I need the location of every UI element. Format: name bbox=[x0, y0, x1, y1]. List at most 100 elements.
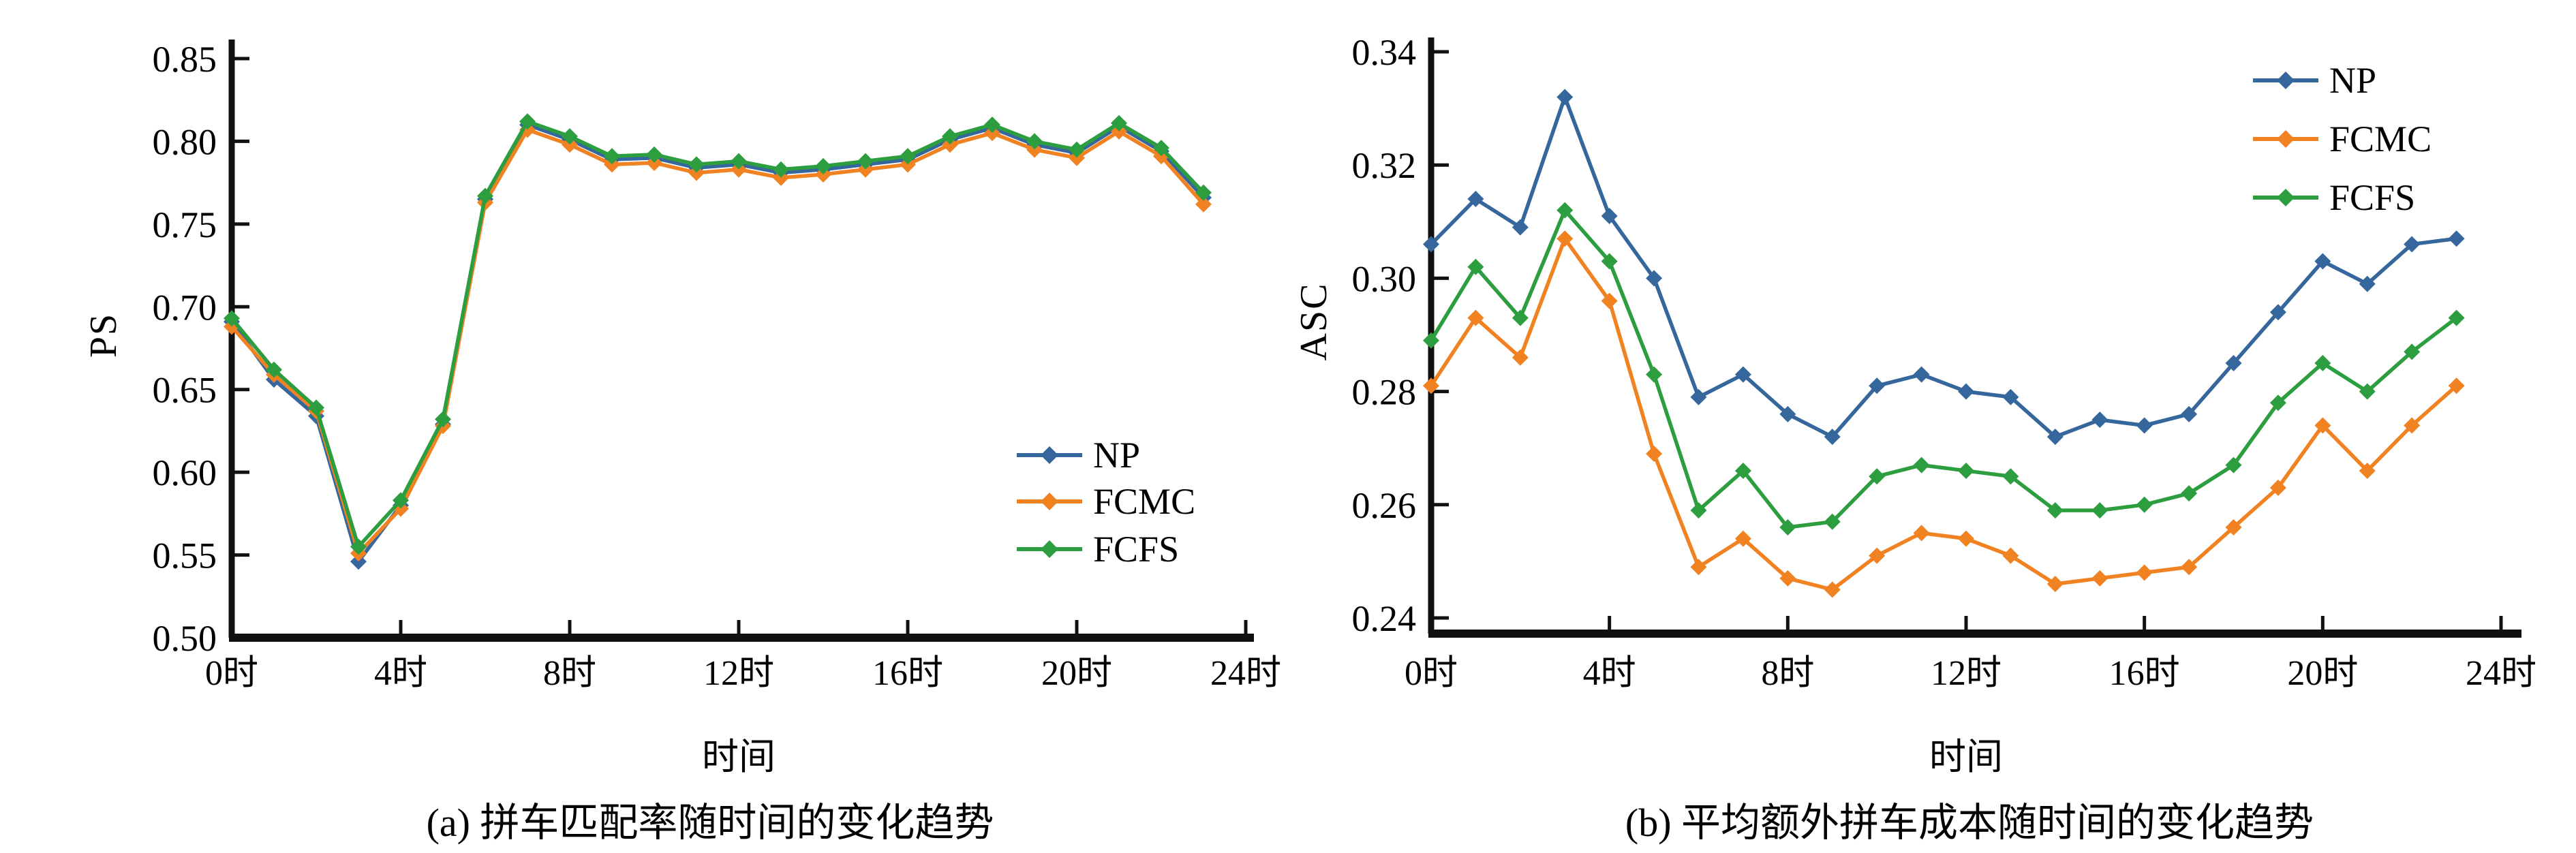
series-FCFS-marker bbox=[2181, 485, 2198, 502]
series-FCMC-marker bbox=[942, 136, 958, 153]
series-NP-marker bbox=[1958, 383, 1974, 400]
series-FCFS-marker bbox=[984, 117, 1000, 134]
x-tick-label: 0时 bbox=[1405, 654, 1458, 693]
x-tick-label: 24时 bbox=[1210, 654, 1281, 693]
legend-NP-marker bbox=[1041, 446, 1058, 464]
series-FCMC-markers bbox=[1423, 230, 2465, 598]
series-FCFS-marker bbox=[1690, 502, 1707, 519]
series-FCFS-marker bbox=[224, 310, 240, 327]
legend-FCFS-marker bbox=[2277, 189, 2295, 206]
series-FCFS-marker bbox=[2404, 343, 2421, 360]
series-FCMC-marker bbox=[1512, 349, 1529, 366]
series-NP-marker bbox=[2269, 304, 2286, 321]
series-NP-line bbox=[230, 123, 1206, 564]
series-NP-marker bbox=[1690, 388, 1707, 405]
series-FCMC-marker bbox=[2404, 417, 2421, 434]
series-FCMC-marker bbox=[1557, 230, 1574, 247]
x-tick-label: 20时 bbox=[2287, 654, 2358, 693]
series-NP-marker bbox=[350, 553, 367, 570]
series-FCFS-marker bbox=[1111, 114, 1127, 131]
series-FCFS-marker bbox=[2002, 468, 2019, 485]
legend-FCMC-marker bbox=[1041, 493, 1058, 510]
series-FCMC-marker bbox=[1069, 149, 1085, 166]
legend-NP-marker bbox=[2277, 72, 2295, 89]
series-FCFS-marker bbox=[477, 187, 493, 204]
series-NP-marker bbox=[1646, 270, 1663, 287]
legend-b: NP FCMC FCFS bbox=[2253, 60, 2432, 218]
y-tick-label: 0.30 bbox=[1352, 258, 1417, 299]
y-axis-title-b: ASC bbox=[1293, 282, 1335, 361]
series-FCFS-marker bbox=[1734, 462, 1751, 479]
series-FCMC-marker bbox=[1779, 570, 1796, 587]
series-FCMC-marker bbox=[1026, 141, 1043, 158]
series-NP-marker bbox=[1601, 207, 1618, 224]
y-tick-label: 0.26 bbox=[1352, 485, 1417, 526]
series-FCMC-marker bbox=[604, 156, 620, 173]
series-FCMC-marker bbox=[2359, 462, 2376, 479]
series-NP-marker bbox=[2314, 253, 2331, 270]
series-NP-marker bbox=[2136, 417, 2153, 434]
series-FCMC-line bbox=[1429, 236, 2458, 592]
series-NP-marker bbox=[1467, 191, 1484, 208]
y-axis-title-a: PS bbox=[82, 312, 125, 358]
series-FCMC-marker bbox=[1467, 309, 1484, 326]
series-NP-marker bbox=[2091, 412, 2109, 429]
series-NP-marker bbox=[2225, 355, 2242, 372]
series-FCFS-marker bbox=[2091, 502, 2109, 519]
legend-item-FCFS: FCFS bbox=[2253, 177, 2415, 218]
series-FCFS-marker bbox=[2359, 383, 2376, 400]
x-tick-label: 4时 bbox=[1583, 654, 1636, 693]
series-FCFS-marker bbox=[900, 148, 916, 165]
series-NP-marker bbox=[1824, 429, 1841, 446]
y-tick-label: 0.50 bbox=[153, 618, 217, 659]
series-FCFS-marker bbox=[519, 113, 536, 130]
series-FCFS-marker bbox=[1467, 258, 1484, 275]
series-NP-line bbox=[1430, 95, 2457, 439]
series-NP-marker bbox=[1913, 366, 1930, 383]
y-tick-label: 0.55 bbox=[153, 536, 217, 576]
series-FCFS-markers bbox=[1423, 202, 2465, 536]
x-axis-title-a: 时间 bbox=[702, 736, 776, 777]
series-FCFS-marker bbox=[1779, 519, 1796, 536]
series-FCMC-marker bbox=[2448, 377, 2465, 394]
series-FCMC-marker bbox=[1913, 525, 1930, 542]
series-FCMC-marker bbox=[1601, 292, 1618, 309]
legend-item-NP: NP bbox=[1017, 435, 1140, 476]
x-tick-label: 20时 bbox=[1041, 654, 1112, 693]
series-FCFS-marker bbox=[1958, 462, 1974, 479]
series-FCMC-marker bbox=[1869, 547, 1886, 564]
series-FCFS-marker bbox=[2448, 309, 2465, 326]
series-FCFS-marker bbox=[688, 156, 705, 173]
x-tick-label: 12时 bbox=[1931, 654, 2002, 693]
series-NP-marker bbox=[1512, 219, 1529, 236]
series-FCMC-marker bbox=[646, 155, 662, 171]
series-FCFS-marker bbox=[1069, 141, 1085, 158]
caption-a: (a) 拼车匹配率随时间的变化趋势 bbox=[426, 801, 994, 845]
x-tick-label: 8时 bbox=[1761, 654, 1814, 693]
series-FCFS-line bbox=[230, 119, 1205, 549]
y-tick-label: 0.70 bbox=[153, 287, 217, 328]
series-FCMC-marker bbox=[2181, 559, 2198, 576]
series-FCFS-marker bbox=[646, 146, 662, 163]
series-FCMC-markers bbox=[224, 121, 1212, 562]
legend-FCFS-marker bbox=[1041, 540, 1058, 558]
series-FCMC-marker bbox=[2002, 547, 2019, 564]
series-FCFS-line bbox=[1429, 208, 2458, 529]
series-FCMC-marker bbox=[900, 156, 916, 173]
series-FCFS-marker bbox=[1153, 140, 1169, 157]
series-NP-marker bbox=[2404, 236, 2421, 253]
y-tick-label: 0.85 bbox=[153, 39, 217, 80]
series-FCFS-marker bbox=[604, 148, 620, 165]
legend-FCMC-label: FCMC bbox=[2329, 119, 2432, 159]
series-FCFS-marker bbox=[1195, 184, 1212, 201]
series-FCFS-marker bbox=[1423, 332, 1439, 349]
series-FCMC-line bbox=[230, 127, 1206, 555]
series-FCMC-marker bbox=[2136, 564, 2153, 581]
series-NP-markers bbox=[1423, 89, 2465, 446]
x-tick-label: 4时 bbox=[374, 654, 427, 693]
series-FCFS-markers bbox=[224, 113, 1212, 555]
series-FCFS-marker bbox=[1646, 366, 1663, 383]
series-FCMC-marker bbox=[2225, 519, 2242, 536]
